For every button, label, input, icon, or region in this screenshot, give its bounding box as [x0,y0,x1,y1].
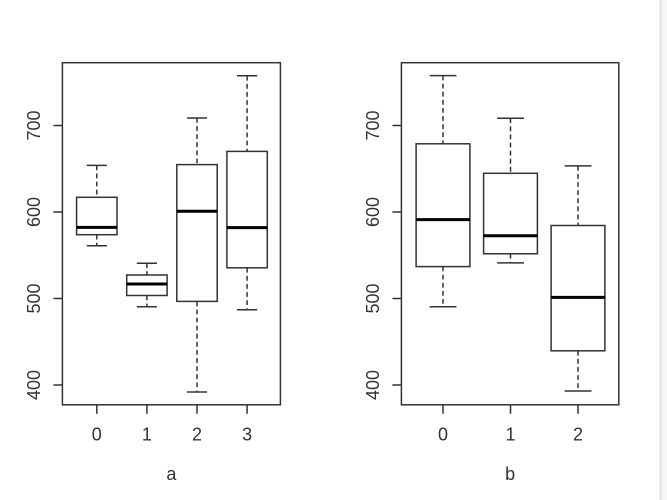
svg-text:600: 600 [24,197,44,227]
svg-text:600: 600 [363,197,383,227]
svg-text:400: 400 [24,370,44,400]
svg-text:500: 500 [24,283,44,313]
svg-text:3: 3 [242,425,252,445]
svg-text:a: a [166,464,177,484]
svg-text:500: 500 [363,283,383,313]
svg-text:1: 1 [505,425,515,445]
svg-text:0: 0 [438,425,448,445]
svg-text:0: 0 [92,425,102,445]
svg-text:2: 2 [573,425,583,445]
svg-text:400: 400 [363,370,383,400]
svg-text:700: 700 [24,110,44,140]
svg-text:700: 700 [363,110,383,140]
svg-text:1: 1 [142,425,152,445]
svg-text:2: 2 [192,425,202,445]
svg-text:b: b [505,464,515,484]
